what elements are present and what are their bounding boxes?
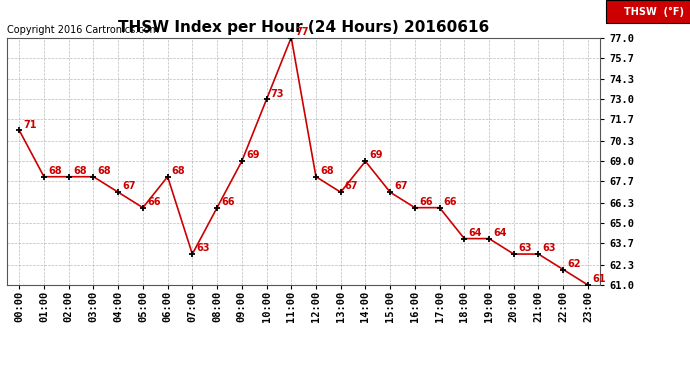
Text: 73: 73 xyxy=(270,88,284,99)
Text: 64: 64 xyxy=(469,228,482,238)
Text: 71: 71 xyxy=(23,120,37,129)
Text: 63: 63 xyxy=(197,243,210,253)
Text: 67: 67 xyxy=(345,182,358,191)
Text: 68: 68 xyxy=(48,166,62,176)
Text: 66: 66 xyxy=(147,197,161,207)
Text: THSW  (°F): THSW (°F) xyxy=(624,6,684,16)
Text: 77: 77 xyxy=(295,27,309,37)
Text: 61: 61 xyxy=(592,274,606,284)
Text: 67: 67 xyxy=(394,182,408,191)
Text: 68: 68 xyxy=(172,166,186,176)
Text: 69: 69 xyxy=(370,150,383,160)
Text: 69: 69 xyxy=(246,150,259,160)
Text: 68: 68 xyxy=(97,166,111,176)
Text: 66: 66 xyxy=(221,197,235,207)
FancyBboxPatch shape xyxy=(607,0,690,22)
Text: 63: 63 xyxy=(542,243,556,253)
Text: 67: 67 xyxy=(122,182,136,191)
Text: 66: 66 xyxy=(444,197,457,207)
Text: 68: 68 xyxy=(320,166,334,176)
Text: 63: 63 xyxy=(518,243,531,253)
Text: 64: 64 xyxy=(493,228,506,238)
Text: Copyright 2016 Cartronics.com: Copyright 2016 Cartronics.com xyxy=(7,25,159,35)
Title: THSW Index per Hour (24 Hours) 20160616: THSW Index per Hour (24 Hours) 20160616 xyxy=(118,20,489,35)
Text: 68: 68 xyxy=(73,166,86,176)
Text: 66: 66 xyxy=(419,197,433,207)
Text: 62: 62 xyxy=(567,259,581,269)
